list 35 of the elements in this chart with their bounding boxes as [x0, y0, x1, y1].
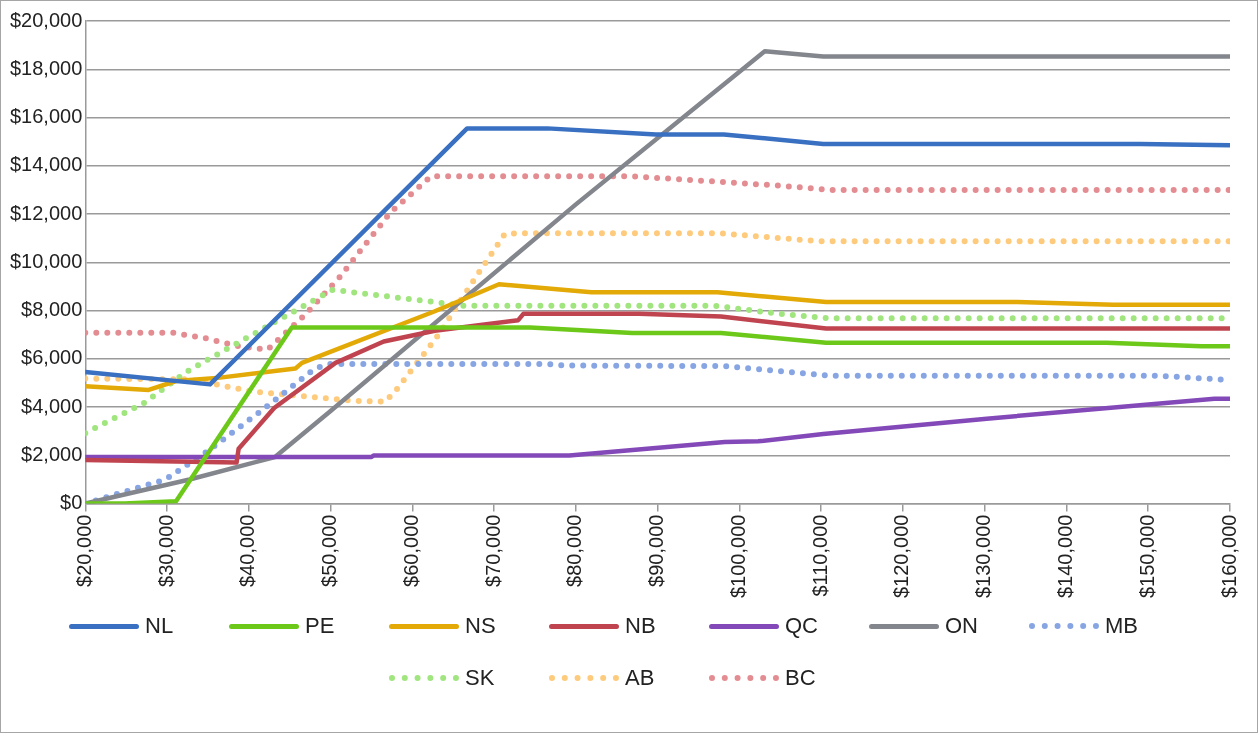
x-tick-label: $150,000 — [1135, 514, 1158, 598]
x-tick-label: $90,000 — [645, 514, 668, 587]
legend-label: MB — [1105, 613, 1138, 639]
y-tick-label: $20,000 — [10, 8, 83, 31]
legend-label: AB — [625, 665, 655, 691]
y-tick-label: $6,000 — [21, 346, 83, 369]
x-tick-label: $60,000 — [399, 514, 422, 587]
x-tick-label: $50,000 — [318, 514, 341, 587]
legend-label: BC — [785, 665, 816, 691]
x-tick-label: $130,000 — [972, 514, 995, 598]
x-tick-label: $100,000 — [726, 514, 749, 598]
x-tick-label: $40,000 — [236, 514, 259, 587]
legend-label: NS — [465, 613, 496, 639]
x-tick-label: $160,000 — [1217, 514, 1240, 598]
legend-label: NB — [625, 613, 656, 639]
y-tick-label: $4,000 — [21, 394, 83, 417]
y-tick-label: $14,000 — [10, 153, 83, 176]
legend-label: NL — [145, 613, 174, 639]
x-tick-label: $80,000 — [563, 514, 586, 587]
y-tick-label: $0 — [60, 491, 83, 514]
y-tick-label: $10,000 — [10, 249, 83, 272]
legend-label: PE — [305, 613, 335, 639]
x-tick-label: $140,000 — [1053, 514, 1076, 598]
y-tick-label: $8,000 — [21, 298, 83, 321]
x-tick-label: $110,000 — [808, 514, 831, 597]
y-tick-label: $2,000 — [21, 442, 83, 465]
legend-label: QC — [785, 613, 818, 639]
x-tick-label: $120,000 — [890, 514, 913, 598]
legend-label: SK — [465, 665, 495, 691]
y-tick-label: $12,000 — [10, 201, 83, 224]
y-tick-label: $18,000 — [10, 56, 83, 79]
legend-label: ON — [945, 613, 978, 639]
x-tick-label: $30,000 — [154, 514, 177, 587]
y-tick-label: $16,000 — [10, 105, 83, 128]
x-tick-label: $70,000 — [481, 514, 504, 587]
